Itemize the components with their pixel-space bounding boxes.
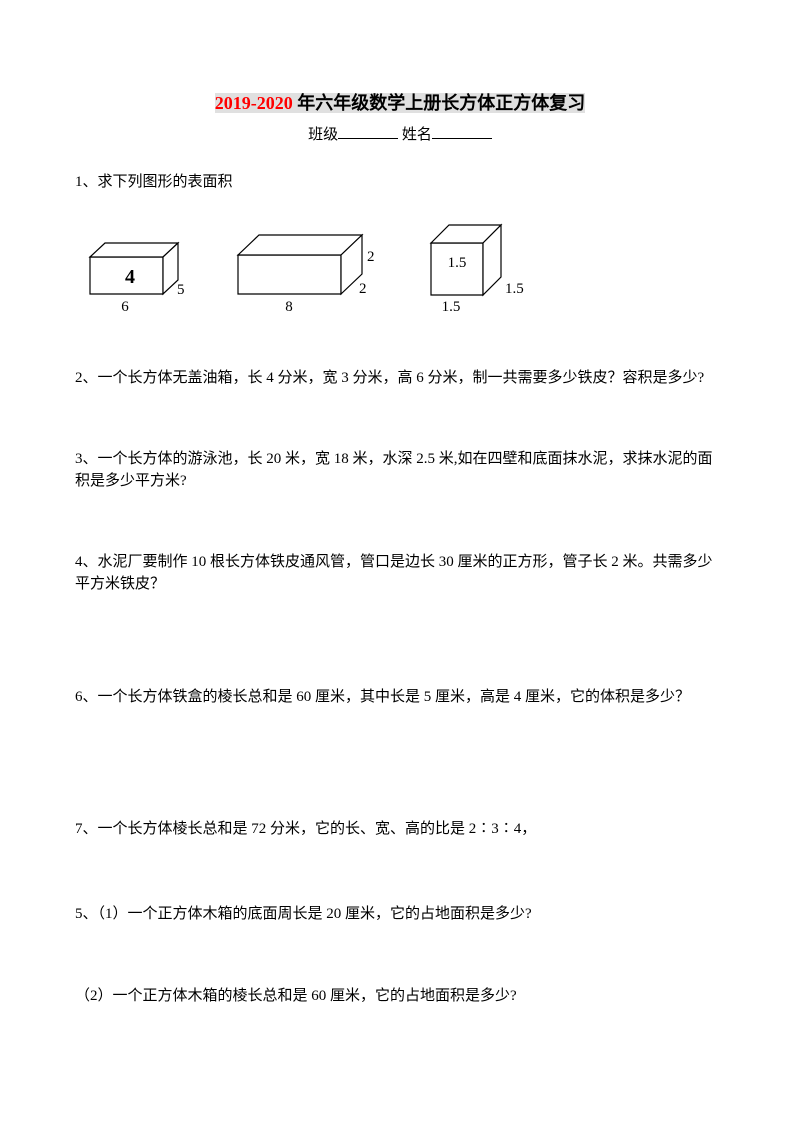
question-2: 2、一个长方体无盖油箱，长 4 分米，宽 3 分米，高 6 分米，制一共需要多少… xyxy=(75,367,725,390)
fig3-d: 1.5 xyxy=(505,281,524,297)
subtitle: 班级 姓名 xyxy=(75,123,725,147)
question-7: 7、一个长方体棱长总和是 72 分米，它的长、宽、高的比是 2∶3∶4， xyxy=(75,818,725,841)
question-1: 1、求下列图形的表面积 xyxy=(75,171,725,194)
name-blank xyxy=(432,123,492,139)
title-rest: 年六年级数学上册长方体正方体复习 xyxy=(293,93,586,113)
q1-text: 1、求下列图形的表面积 xyxy=(75,174,233,190)
q6-text: 6、一个长方体铁盒的棱长总和是 60 厘米，其中长是 5 厘米，高是 4 厘米，… xyxy=(75,689,690,705)
question-3: 3、一个长方体的游泳池，长 20 米，宽 18 米，水深 2.5 米,如在四壁和… xyxy=(75,448,725,493)
fig2-d: 2 xyxy=(359,281,367,297)
figure-2-cuboid: 2 8 2 xyxy=(233,229,383,319)
name-label: 姓名 xyxy=(402,127,432,143)
class-label: 班级 xyxy=(308,127,338,143)
q5a-text: 5、（1）一个正方体木箱的底面周长是 20 厘米，它的占地面积是多少? xyxy=(75,906,532,922)
fig2-h: 2 xyxy=(367,249,375,265)
fig1-d: 5 xyxy=(177,282,185,298)
fig3-w: 1.5 xyxy=(442,299,461,315)
q3-text: 3、一个长方体的游泳池，长 20 米，宽 18 米，水深 2.5 米,如在四壁和… xyxy=(75,451,713,490)
q7-text: 7、一个长方体棱长总和是 72 分米，它的长、宽、高的比是 2∶3∶4， xyxy=(75,821,536,837)
title-year: 2019-2020 xyxy=(215,93,293,113)
q4-text: 4、水泥厂要制作 10 根长方体铁皮通风管，管口是边长 30 厘米的正方形，管子… xyxy=(75,554,713,593)
figures-row: 4 6 5 2 8 2 1.5 1.5 1.5 xyxy=(75,207,725,367)
class-blank xyxy=(338,123,398,139)
fig1-h: 4 xyxy=(125,266,135,288)
figure-3-cube: 1.5 1.5 1.5 xyxy=(421,219,551,319)
question-6: 6、一个长方体铁盒的棱长总和是 60 厘米，其中长是 5 厘米，高是 4 厘米，… xyxy=(75,686,725,709)
question-5-1: 5、（1）一个正方体木箱的底面周长是 20 厘米，它的占地面积是多少? xyxy=(75,903,725,926)
question-4: 4、水泥厂要制作 10 根长方体铁皮通风管，管口是边长 30 厘米的正方形，管子… xyxy=(75,551,725,596)
page-title: 2019-2020 年六年级数学上册长方体正方体复习 xyxy=(75,90,725,117)
fig2-w: 8 xyxy=(285,299,293,315)
fig3-h: 1.5 xyxy=(448,255,467,271)
figure-1-cuboid: 4 6 5 xyxy=(85,239,195,319)
fig1-w: 6 xyxy=(121,299,129,315)
q5b-text: （2）一个正方体木箱的棱长总和是 60 厘米，它的占地面积是多少? xyxy=(75,988,517,1004)
q2-text: 2、一个长方体无盖油箱，长 4 分米，宽 3 分米，高 6 分米，制一共需要多少… xyxy=(75,370,704,386)
question-5-2: （2）一个正方体木箱的棱长总和是 60 厘米，它的占地面积是多少? xyxy=(75,985,725,1008)
